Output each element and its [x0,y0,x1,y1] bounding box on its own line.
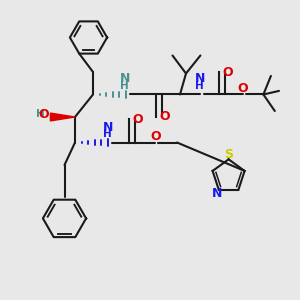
Polygon shape [50,113,75,121]
Text: O: O [238,82,248,95]
Text: O: O [150,130,161,143]
Text: N: N [103,121,113,134]
Text: H: H [36,109,44,119]
Text: O: O [159,110,170,124]
Text: N: N [120,72,130,86]
Text: H: H [120,81,129,91]
Text: N: N [212,187,222,200]
Text: S: S [224,148,233,161]
Text: N: N [195,72,206,86]
Text: O: O [38,107,49,121]
Text: O: O [132,112,143,126]
Text: O: O [222,65,233,79]
Text: H: H [195,81,204,91]
Text: H: H [103,129,112,139]
